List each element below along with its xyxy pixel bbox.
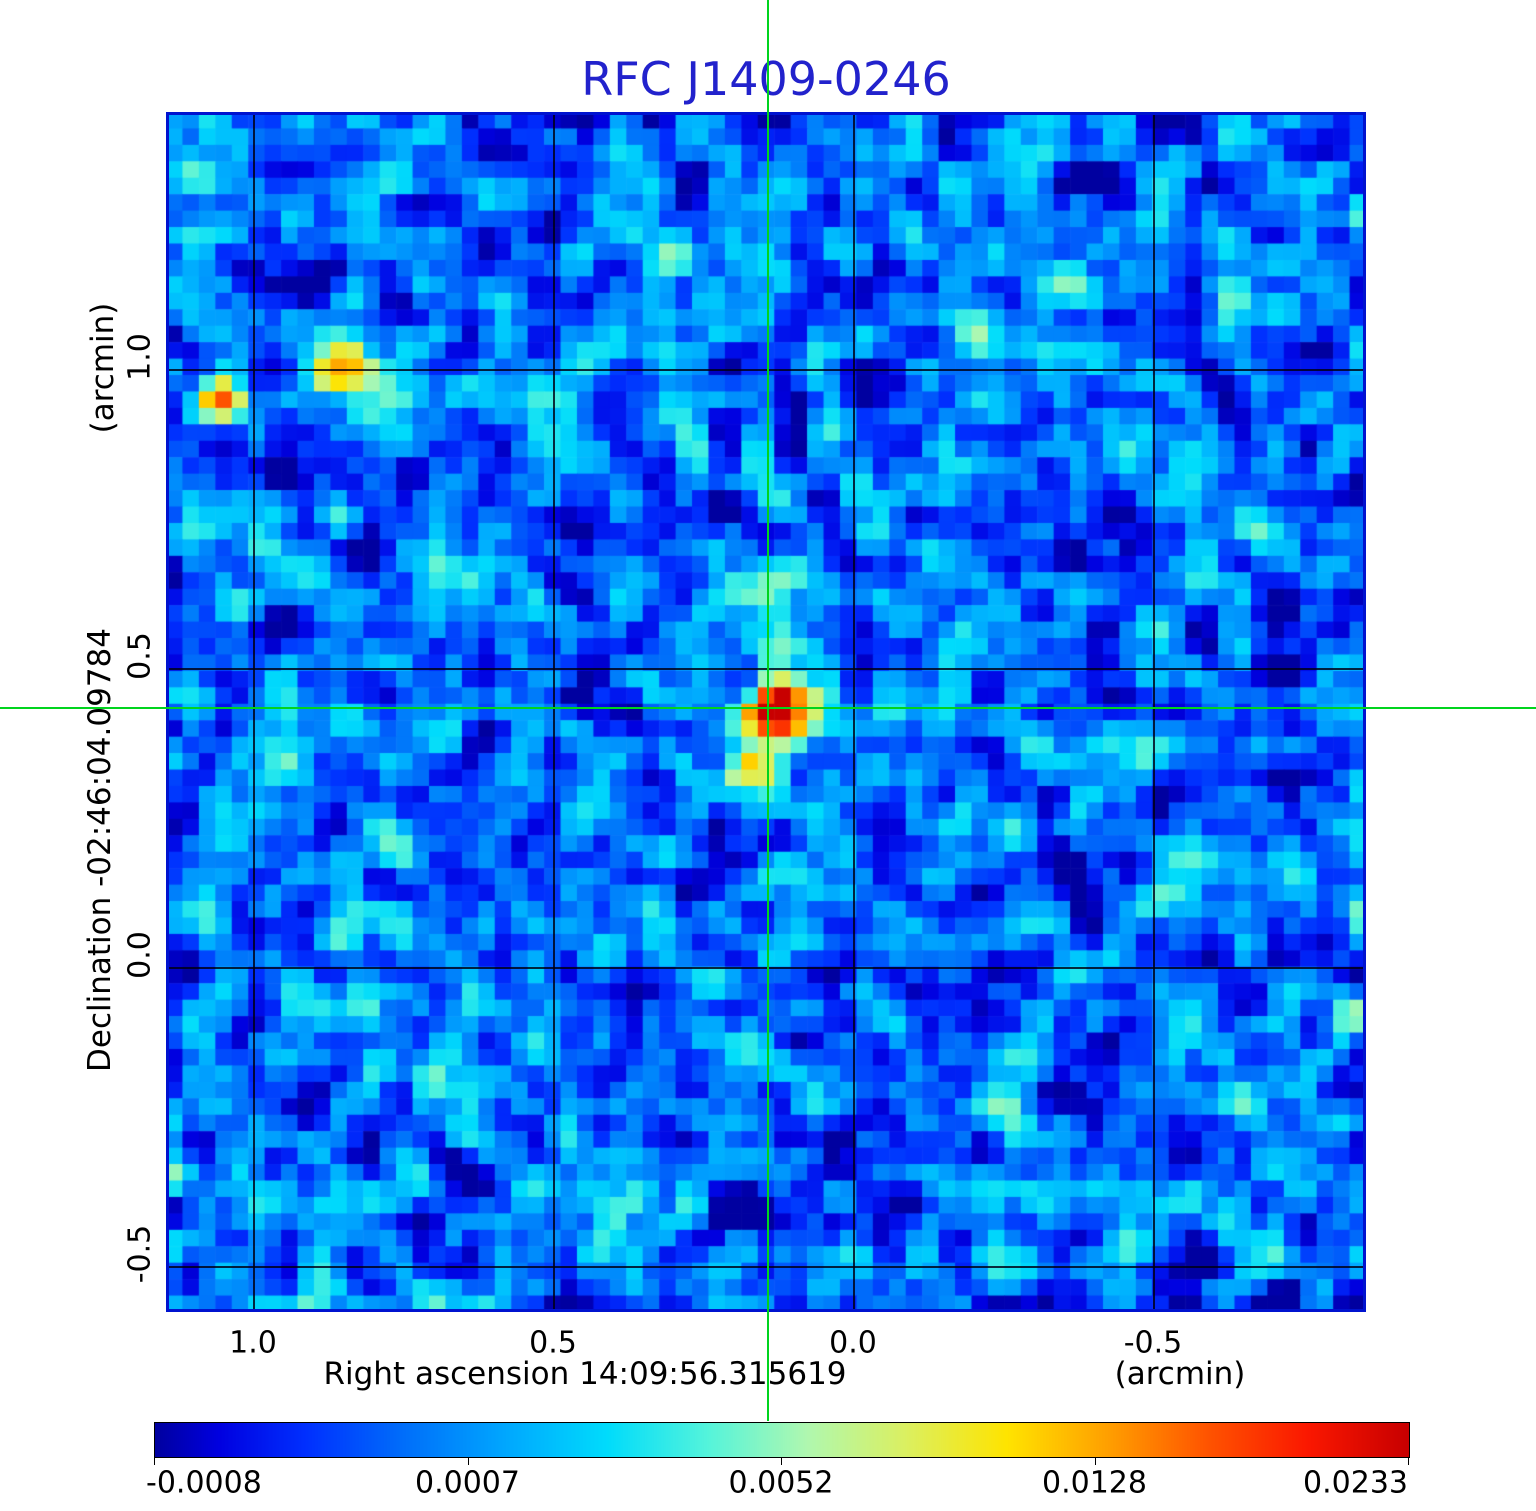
colorbar-tick-mark xyxy=(154,1457,155,1465)
x-tick-0.0: 0.0 xyxy=(829,1325,877,1361)
colorbar-tick-mark xyxy=(1094,1457,1096,1465)
colorbar-tick-mark xyxy=(781,1457,782,1465)
plot-title: RFC J1409-0246 xyxy=(581,52,951,106)
y-tick--0.5: -0.5 xyxy=(122,1224,158,1284)
gridline-vertical xyxy=(1153,112,1155,1312)
y-axis-label: Declination -02:46:04.09784 xyxy=(82,628,118,1072)
gridline-vertical xyxy=(253,112,255,1312)
gridline-vertical xyxy=(853,112,855,1312)
gridline-horizontal xyxy=(166,668,1366,670)
gridline-horizontal xyxy=(166,1266,1366,1268)
colorbar xyxy=(154,1422,1410,1458)
colorbar-tick-min: -0.0008 xyxy=(146,1465,262,1501)
colorbar-tick-25: 0.0007 xyxy=(415,1465,520,1501)
colorbar-tick-mark xyxy=(1408,1457,1409,1465)
crosshair-vertical-line xyxy=(766,0,769,1421)
gridline-horizontal xyxy=(166,967,1366,969)
y-axis-unit-label: (arcmin) xyxy=(85,302,121,434)
colorbar-canvas xyxy=(155,1423,1409,1457)
sky-map xyxy=(166,112,1366,1312)
gridline-vertical xyxy=(553,112,555,1312)
y-tick-0.5: 0.5 xyxy=(122,632,158,680)
y-tick-0.0: 0.0 xyxy=(122,931,158,979)
x-axis-unit-label: (arcmin) xyxy=(1114,1356,1246,1392)
gridline-horizontal xyxy=(166,369,1366,371)
y-tick-1.0: 1.0 xyxy=(122,333,158,381)
colorbar-tick-mark xyxy=(467,1457,469,1465)
x-axis-label: Right ascension 14:09:56.315619 xyxy=(323,1356,847,1392)
intensity-map-canvas xyxy=(166,112,1366,1312)
crosshair-horizontal-line xyxy=(0,707,1536,710)
x-tick-0.5: 0.5 xyxy=(529,1325,577,1361)
colorbar-tick-max: 0.0233 xyxy=(1303,1465,1408,1501)
colorbar-tick-75: 0.0128 xyxy=(1042,1465,1147,1501)
colorbar-tick-50: 0.0052 xyxy=(728,1465,834,1501)
x-tick-1.0: 1.0 xyxy=(229,1325,277,1361)
x-tick--0.5: -0.5 xyxy=(1123,1325,1183,1361)
